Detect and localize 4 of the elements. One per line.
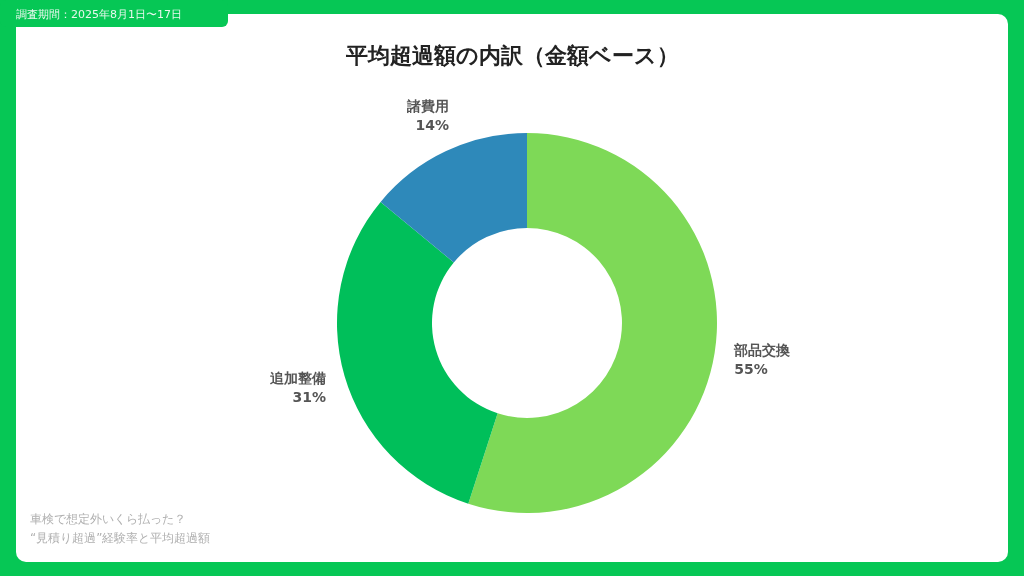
annotation: 調査期間：2025年8月1日〜17日	[16, 8, 182, 21]
annotation: 車検で想定外いくら払った？	[30, 512, 186, 526]
annotation: “見積り超過”経験率と平均超過額	[30, 531, 211, 545]
title: 平均超過額の内訳（金額ベース）	[345, 43, 679, 68]
